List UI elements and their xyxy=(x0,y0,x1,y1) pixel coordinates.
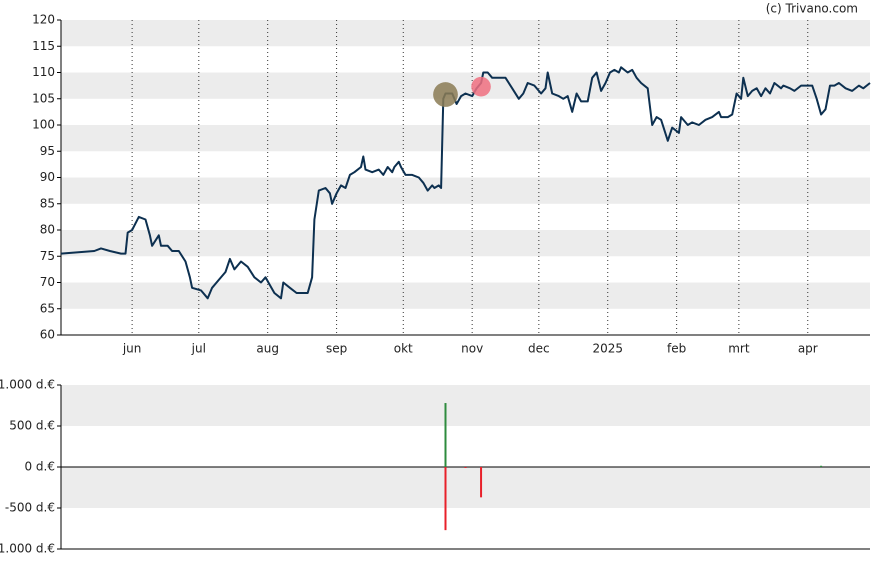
grid-band xyxy=(61,467,870,508)
y-tick-label: 85 xyxy=(40,196,55,210)
x-tick-label: nov xyxy=(461,342,483,356)
y-tick-label: -500 d.€ xyxy=(5,501,55,515)
y-tick-label: 90 xyxy=(40,170,55,184)
grid-band xyxy=(61,20,870,47)
x-tick-label: okt xyxy=(394,342,413,356)
credit: (c) Trivano.com xyxy=(766,2,858,16)
y-tick-label: 100 xyxy=(32,118,55,132)
x-tick-label: mrt xyxy=(728,342,750,356)
grid-band xyxy=(61,125,870,152)
volume-bar xyxy=(464,467,467,468)
x-tick-label: feb xyxy=(667,342,686,356)
volume-bar xyxy=(820,465,823,467)
y-tick-label: 1.000 d.€ xyxy=(0,378,55,392)
x-tick-label: 2025 xyxy=(592,342,623,356)
y-tick-label: 60 xyxy=(40,328,55,342)
trade-marker xyxy=(471,76,491,97)
y-tick-label: 115 xyxy=(32,39,55,53)
y-tick-label: 500 d.€ xyxy=(9,419,55,433)
y-tick-label: 110 xyxy=(32,65,55,79)
volume-bar xyxy=(480,467,483,498)
volume-bar xyxy=(444,403,447,467)
y-tick-label: 70 xyxy=(40,275,55,289)
y-tick-label: 0 d.€ xyxy=(24,460,55,474)
trade-marker xyxy=(433,82,458,107)
x-tick-label: apr xyxy=(798,342,818,356)
x-tick-label: jun xyxy=(122,342,142,356)
y-tick-label: 120 xyxy=(32,13,55,27)
x-tick-label: jul xyxy=(191,342,206,356)
grid-band xyxy=(61,385,870,426)
y-tick-label: -1.000 d.€ xyxy=(0,542,55,556)
volume-bar xyxy=(444,467,447,531)
x-tick-label: dec xyxy=(528,342,550,356)
y-tick-label: 95 xyxy=(40,144,55,158)
grid-band xyxy=(61,230,870,257)
y-tick-label: 65 xyxy=(40,301,55,315)
y-tick-label: 75 xyxy=(40,249,55,263)
x-tick-label: sep xyxy=(326,342,347,356)
y-tick-label: 80 xyxy=(40,223,55,237)
y-tick-label: 105 xyxy=(32,91,55,105)
grid-band xyxy=(61,177,870,204)
x-tick-label: aug xyxy=(256,342,279,356)
grid-band xyxy=(61,282,870,309)
